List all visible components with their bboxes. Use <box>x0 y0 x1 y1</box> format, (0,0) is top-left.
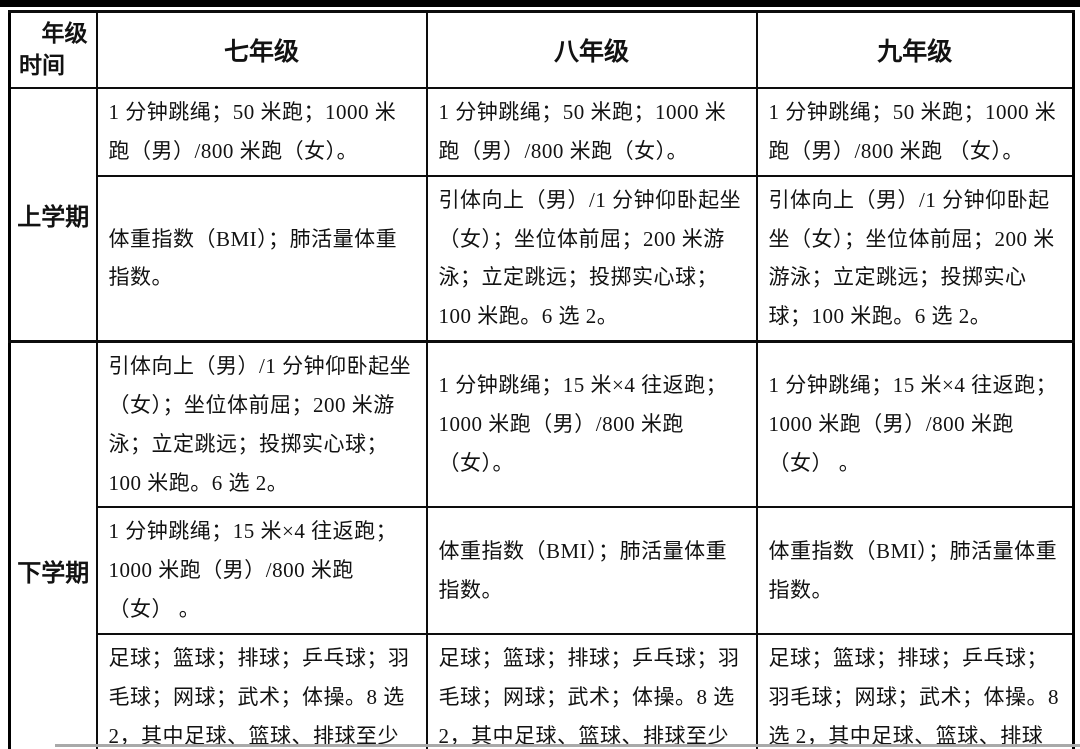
cell-term2-row1-grade7: 引体向上（男）/1 分钟仰卧起坐（女）；坐位体前屈；200 米游泳；立定跳远；投… <box>95 340 428 509</box>
row-group-label-term1: 上学期 <box>8 87 98 343</box>
table-row: 1 分钟跳绳；15 米×4 往返跑；1000 米跑（男）/800 米跑 （女） … <box>10 506 1075 635</box>
table-row: 体重指数（BMI）；肺活量体重指数。 引体向上（男）/1 分钟仰卧起坐（女）；坐… <box>10 174 1075 343</box>
table-row: 下学期 引体向上（男）/1 分钟仰卧起坐（女）；坐位体前屈；200 米游泳；立定… <box>8 340 1075 749</box>
row-group-label-term2: 下学期 <box>8 340 98 749</box>
corner-header-cell: 年级 时间 <box>8 10 98 89</box>
table-row: 足球；篮球；排球；乒乓球；羽毛球；网球；武术；体操。8 选 2，其中足球、篮球、… <box>10 632 1075 749</box>
pe-exam-schedule-table: 年级 时间 七年级 八年级 九年级 上学期 1 分钟跳绳；50 米跑；1000 … <box>8 10 1075 749</box>
cell-term2-row2-grade8: 体重指数（BMI）；肺活量体重指数。 <box>425 506 758 635</box>
table-row: 上学期 1 分钟跳绳；50 米跑；1000 米跑（男）/800 米跑（女）。 1… <box>8 87 1075 343</box>
cell-term1-row2-grade8: 引体向上（男）/1 分钟仰卧起坐（女）；坐位体前屈；200 米游泳；立定跳远；投… <box>425 174 758 343</box>
cell-term2-row3-grade8: 足球；篮球；排球；乒乓球；羽毛球；网球；武术；体操。8 选 2，其中足球、篮球、… <box>425 632 758 749</box>
column-header-grade7: 七年级 <box>95 10 428 89</box>
corner-label-grade: 年级 <box>41 20 88 46</box>
column-header-grade8: 八年级 <box>425 10 758 89</box>
cell-term1-row1-grade9: 1 分钟跳绳；50 米跑；1000 米跑（男）/800 米跑 （女）。 <box>755 87 1075 177</box>
column-header-grade9: 九年级 <box>755 10 1075 89</box>
bottom-horizontal-rule <box>55 744 1080 747</box>
cell-term2-row2-grade9: 体重指数（BMI）；肺活量体重指数。 <box>755 506 1075 635</box>
cell-term1-row1-grade7: 1 分钟跳绳；50 米跑；1000 米跑（男）/800 米跑（女）。 <box>95 87 428 177</box>
cell-term1-row1-grade8: 1 分钟跳绳；50 米跑；1000 米跑（男）/800 米跑（女）。 <box>425 87 758 177</box>
cell-term2-row1-grade8: 1 分钟跳绳；15 米×4 往返跑；1000 米跑（男）/800 米跑（女）。 <box>425 340 758 509</box>
cell-term2-row2-grade7: 1 分钟跳绳；15 米×4 往返跑；1000 米跑（男）/800 米跑 （女） … <box>95 506 428 635</box>
cell-term2-row3-grade7: 足球；篮球；排球；乒乓球；羽毛球；网球；武术；体操。8 选 2，其中足球、篮球、… <box>95 632 428 749</box>
cell-term1-row2-grade7: 体重指数（BMI）；肺活量体重指数。 <box>95 174 428 343</box>
header-row: 年级 时间 七年级 八年级 九年级 <box>8 10 1075 89</box>
cell-term2-row1-grade9: 1 分钟跳绳；15 米×4 往返跑；1000 米跑（男）/800 米跑 （女） … <box>755 340 1075 509</box>
corner-label-time: 时间 <box>19 52 65 78</box>
cell-term2-row3-grade9: 足球；篮球；排球；乒乓球；羽毛球；网球；武术；体操。8 选 2，其中足球、篮球、… <box>755 632 1075 749</box>
top-horizontal-rule <box>0 0 1080 7</box>
cell-term1-row2-grade9: 引体向上（男）/1 分钟仰卧起坐（女）；坐位体前屈；200 米游泳；立定跳远；投… <box>755 174 1075 343</box>
